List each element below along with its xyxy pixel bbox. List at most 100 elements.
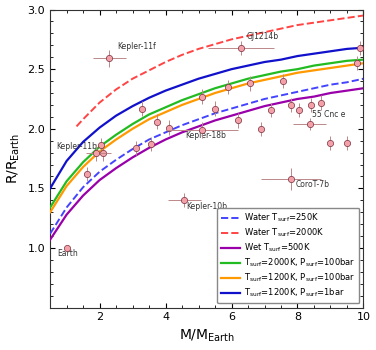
T$_{\mathrm{surf}}$=2000K, P$_{\mathrm{surf}}$=100bar <box>279 69 283 73</box>
Water T$_{\mathrm{surf}}$=2000K <box>328 18 333 22</box>
Water T$_{\mathrm{surf}}$=2000K <box>213 42 217 46</box>
X-axis label: M/M$_{\mathregular{Earth}}$: M/M$_{\mathregular{Earth}}$ <box>179 328 235 344</box>
T$_{\mathrm{surf}}$=1200K, P$_{\mathrm{surf}}$=1bar <box>81 140 85 144</box>
Water T$_{\mathrm{surf}}$=250K <box>97 170 102 174</box>
T$_{\mathrm{surf}}$=1200K, P$_{\mathrm{surf}}$=100bar <box>114 138 118 142</box>
Wet T$_{\mathrm{surf}}$=500K <box>130 155 135 160</box>
T$_{\mathrm{surf}}$=1200K, P$_{\mathrm{surf}}$=100bar <box>180 103 184 107</box>
T$_{\mathrm{surf}}$=1200K, P$_{\mathrm{surf}}$=1bar <box>345 47 349 51</box>
T$_{\mathrm{surf}}$=1200K, P$_{\mathrm{surf}}$=1bar <box>130 104 135 108</box>
Water T$_{\mathrm{surf}}$=250K <box>295 90 300 94</box>
Water T$_{\mathrm{surf}}$=250K <box>163 130 168 134</box>
Wet T$_{\mathrm{surf}}$=500K <box>279 100 283 105</box>
Line: T$_{\mathrm{surf}}$=1200K, P$_{\mathrm{surf}}$=1bar: T$_{\mathrm{surf}}$=1200K, P$_{\mathrm{s… <box>50 48 364 188</box>
Line: Water T$_{\mathrm{surf}}$=250K: Water T$_{\mathrm{surf}}$=250K <box>50 79 364 234</box>
T$_{\mathrm{surf}}$=1200K, P$_{\mathrm{surf}}$=1bar <box>229 67 234 71</box>
T$_{\mathrm{surf}}$=1200K, P$_{\mathrm{surf}}$=1bar <box>180 83 184 87</box>
Water T$_{\mathrm{surf}}$=250K <box>147 138 151 142</box>
T$_{\mathrm{surf}}$=2000K, P$_{\mathrm{surf}}$=100bar <box>180 98 184 102</box>
T$_{\mathrm{surf}}$=1200K, P$_{\mathrm{surf}}$=100bar <box>229 86 234 90</box>
T$_{\mathrm{surf}}$=1200K, P$_{\mathrm{surf}}$=1bar <box>196 77 201 81</box>
Line: Wet T$_{\mathrm{surf}}$=500K: Wet T$_{\mathrm{surf}}$=500K <box>50 88 364 240</box>
T$_{\mathrm{surf}}$=1200K, P$_{\mathrm{surf}}$=100bar <box>81 165 85 169</box>
T$_{\mathrm{surf}}$=1200K, P$_{\mathrm{surf}}$=1bar <box>163 89 168 93</box>
T$_{\mathrm{surf}}$=2000K, P$_{\mathrm{surf}}$=100bar <box>345 59 349 63</box>
Water T$_{\mathrm{surf}}$=250K <box>279 93 283 98</box>
T$_{\mathrm{surf}}$=1200K, P$_{\mathrm{surf}}$=100bar <box>163 110 168 114</box>
T$_{\mathrm{surf}}$=1200K, P$_{\mathrm{surf}}$=100bar <box>213 91 217 95</box>
Text: Kepler-11f: Kepler-11f <box>118 42 156 51</box>
T$_{\mathrm{surf}}$=2000K, P$_{\mathrm{surf}}$=100bar <box>97 145 102 149</box>
Wet T$_{\mathrm{surf}}$=500K <box>361 86 366 90</box>
Wet T$_{\mathrm{surf}}$=500K <box>196 124 201 128</box>
Water T$_{\mathrm{surf}}$=250K <box>48 232 52 236</box>
T$_{\mathrm{surf}}$=2000K, P$_{\mathrm{surf}}$=100bar <box>246 77 250 81</box>
T$_{\mathrm{surf}}$=1200K, P$_{\mathrm{surf}}$=1bar <box>361 46 366 50</box>
Wet T$_{\mathrm{surf}}$=500K <box>262 104 267 108</box>
T$_{\mathrm{surf}}$=1200K, P$_{\mathrm{surf}}$=100bar <box>279 74 283 78</box>
Line: Water T$_{\mathrm{surf}}$=2000K: Water T$_{\mathrm{surf}}$=2000K <box>76 15 364 126</box>
T$_{\mathrm{surf}}$=2000K, P$_{\mathrm{surf}}$=100bar <box>163 105 168 110</box>
T$_{\mathrm{surf}}$=1200K, P$_{\mathrm{surf}}$=1bar <box>279 57 283 62</box>
T$_{\mathrm{surf}}$=1200K, P$_{\mathrm{surf}}$=100bar <box>64 184 69 188</box>
T$_{\mathrm{surf}}$=1200K, P$_{\mathrm{surf}}$=100bar <box>361 61 366 65</box>
Water T$_{\mathrm{surf}}$=2000K <box>229 37 234 41</box>
Water T$_{\mathrm{surf}}$=2000K <box>147 68 151 72</box>
Water T$_{\mathrm{surf}}$=2000K <box>81 117 85 121</box>
Wet T$_{\mathrm{surf}}$=500K <box>345 89 349 93</box>
T$_{\mathrm{surf}}$=1200K, P$_{\mathrm{surf}}$=100bar <box>147 117 151 121</box>
T$_{\mathrm{surf}}$=2000K, P$_{\mathrm{surf}}$=100bar <box>262 73 267 77</box>
Line: T$_{\mathrm{surf}}$=1200K, P$_{\mathrm{surf}}$=100bar: T$_{\mathrm{surf}}$=1200K, P$_{\mathrm{s… <box>50 63 364 212</box>
T$_{\mathrm{surf}}$=1200K, P$_{\mathrm{surf}}$=1bar <box>114 113 118 118</box>
Water T$_{\mathrm{surf}}$=250K <box>130 147 135 151</box>
T$_{\mathrm{surf}}$=1200K, P$_{\mathrm{surf}}$=100bar <box>196 97 201 101</box>
T$_{\mathrm{surf}}$=2000K, P$_{\mathrm{surf}}$=100bar <box>295 67 300 71</box>
Water T$_{\mathrm{surf}}$=2000K <box>312 21 316 25</box>
T$_{\mathrm{surf}}$=2000K, P$_{\mathrm{surf}}$=100bar <box>312 63 316 68</box>
T$_{\mathrm{surf}}$=1200K, P$_{\mathrm{surf}}$=1bar <box>213 72 217 76</box>
Water T$_{\mathrm{surf}}$=2000K <box>196 47 201 51</box>
Text: 55 Cnc e: 55 Cnc e <box>312 110 346 119</box>
Text: Kepler-11b: Kepler-11b <box>56 142 97 151</box>
T$_{\mathrm{surf}}$=1200K, P$_{\mathrm{surf}}$=100bar <box>295 71 300 75</box>
Y-axis label: R/R$_{\mathregular{Earth}}$: R/R$_{\mathregular{Earth}}$ <box>6 133 22 184</box>
Wet T$_{\mathrm{surf}}$=500K <box>180 130 184 134</box>
Water T$_{\mathrm{surf}}$=250K <box>262 97 267 101</box>
Water T$_{\mathrm{surf}}$=250K <box>328 83 333 87</box>
Water T$_{\mathrm{surf}}$=2000K <box>361 13 366 18</box>
Water T$_{\mathrm{surf}}$=2000K <box>180 53 184 57</box>
T$_{\mathrm{surf}}$=1200K, P$_{\mathrm{surf}}$=1bar <box>64 159 69 163</box>
T$_{\mathrm{surf}}$=2000K, P$_{\mathrm{surf}}$=100bar <box>64 179 69 183</box>
Wet T$_{\mathrm{surf}}$=500K <box>81 194 85 198</box>
T$_{\mathrm{surf}}$=2000K, P$_{\mathrm{surf}}$=100bar <box>130 122 135 126</box>
Wet T$_{\mathrm{surf}}$=500K <box>328 91 333 95</box>
Water T$_{\mathrm{surf}}$=250K <box>114 158 118 162</box>
T$_{\mathrm{surf}}$=1200K, P$_{\mathrm{surf}}$=100bar <box>246 82 250 86</box>
Water T$_{\mathrm{surf}}$=2000K <box>163 60 168 64</box>
T$_{\mathrm{surf}}$=1200K, P$_{\mathrm{surf}}$=100bar <box>97 149 102 154</box>
T$_{\mathrm{surf}}$=2000K, P$_{\mathrm{surf}}$=100bar <box>361 57 366 62</box>
T$_{\mathrm{surf}}$=1200K, P$_{\mathrm{surf}}$=1bar <box>328 49 333 54</box>
T$_{\mathrm{surf}}$=1200K, P$_{\mathrm{surf}}$=1bar <box>48 186 52 190</box>
T$_{\mathrm{surf}}$=2000K, P$_{\mathrm{surf}}$=100bar <box>48 205 52 210</box>
Water T$_{\mathrm{surf}}$=2000K <box>279 27 283 31</box>
Water T$_{\mathrm{surf}}$=250K <box>246 102 250 106</box>
Legend: Water T$_{\mathrm{surf}}$=250K, Water T$_{\mathrm{surf}}$=2000K, Wet T$_{\mathrm: Water T$_{\mathrm{surf}}$=250K, Water T$… <box>217 208 359 303</box>
T$_{\mathrm{surf}}$=1200K, P$_{\mathrm{surf}}$=1bar <box>147 96 151 100</box>
T$_{\mathrm{surf}}$=1200K, P$_{\mathrm{surf}}$=100bar <box>312 68 316 72</box>
Wet T$_{\mathrm{surf}}$=500K <box>64 212 69 217</box>
Text: Earth: Earth <box>58 249 78 258</box>
Wet T$_{\mathrm{surf}}$=500K <box>48 238 52 242</box>
T$_{\mathrm{surf}}$=1200K, P$_{\mathrm{surf}}$=1bar <box>246 63 250 68</box>
Water T$_{\mathrm{surf}}$=2000K <box>345 16 349 20</box>
Water T$_{\mathrm{surf}}$=250K <box>229 106 234 111</box>
Water T$_{\mathrm{surf}}$=250K <box>361 77 366 81</box>
Text: CoroT-7b: CoroT-7b <box>296 180 330 189</box>
T$_{\mathrm{surf}}$=1200K, P$_{\mathrm{surf}}$=1bar <box>312 51 316 56</box>
Water T$_{\mathrm{surf}}$=2000K <box>130 77 135 81</box>
T$_{\mathrm{surf}}$=1200K, P$_{\mathrm{surf}}$=1bar <box>295 54 300 58</box>
Text: GJ1214b: GJ1214b <box>246 32 279 41</box>
Text: Kepler-18b: Kepler-18b <box>185 131 226 140</box>
T$_{\mathrm{surf}}$=2000K, P$_{\mathrm{surf}}$=100bar <box>114 133 118 137</box>
Water T$_{\mathrm{surf}}$=2000K <box>74 124 79 128</box>
